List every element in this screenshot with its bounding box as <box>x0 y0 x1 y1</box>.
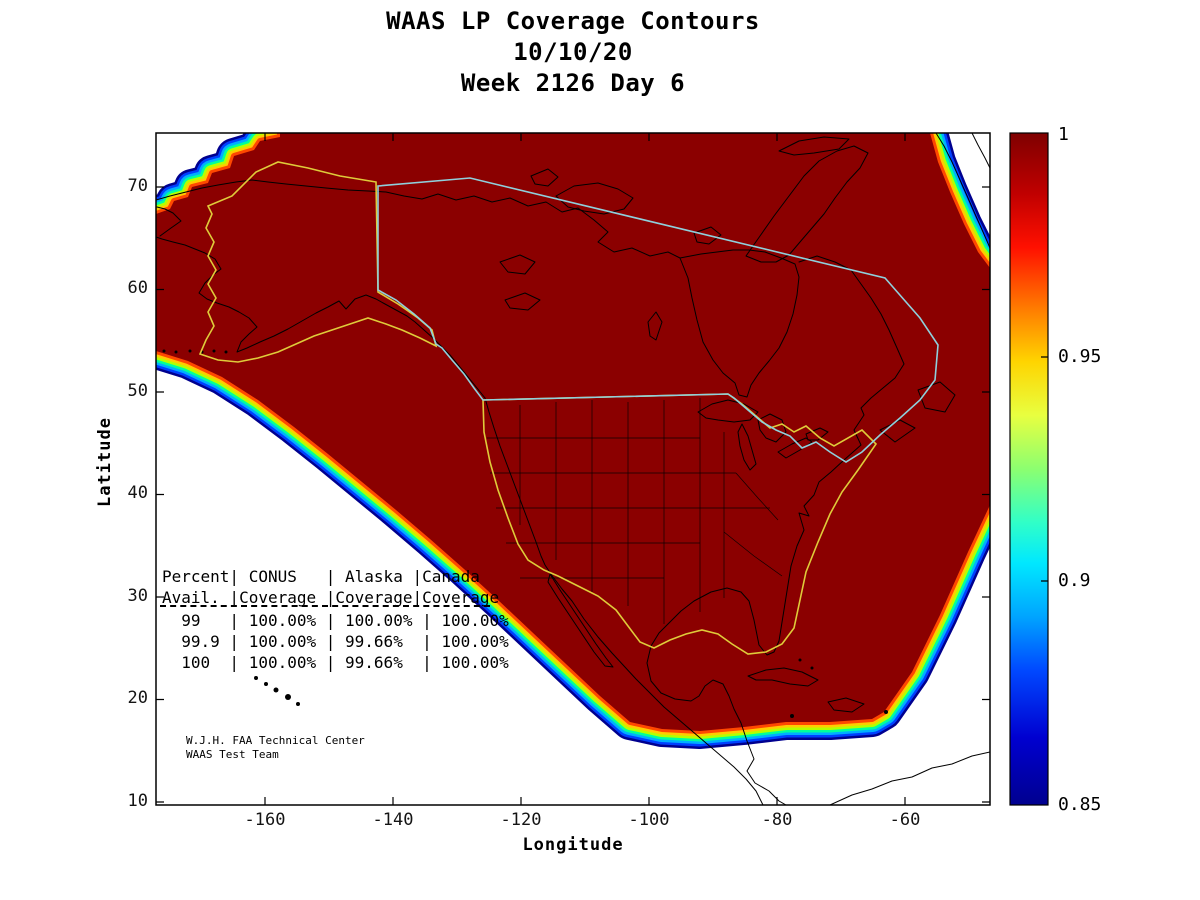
figure-title: WAAS LP Coverage Contours <box>386 7 760 35</box>
conus-boundary <box>482 393 878 655</box>
coastlines <box>156 133 990 805</box>
colorbar-tick-label: 0.95 <box>1058 346 1102 367</box>
y-tick-label: 10 <box>127 791 148 811</box>
credit-line-2: WAAS Test Team <box>186 748 279 761</box>
colorbar-tick-label: 1 <box>1058 124 1069 145</box>
colorbar-tick-label: 0.85 <box>1058 794 1102 815</box>
coverage-table-row: 99.9 | 100.00% | 99.66% | 100.00% <box>162 632 509 651</box>
plot-border <box>155 132 991 806</box>
x-axis-label: Longitude <box>522 835 624 855</box>
coverage-table-row: 100 | 100.00% | 99.66% | 100.00% <box>162 653 509 672</box>
figure-week-day: Week 2126 Day 6 <box>460 69 686 97</box>
colorbar-tick-marks <box>1041 356 1048 582</box>
x-tick-label: -80 <box>761 810 793 830</box>
x-tick-label: -60 <box>889 810 921 830</box>
state-boundaries <box>487 398 783 624</box>
x-tick-label: -120 <box>500 810 542 830</box>
colorbar-gradient <box>1009 132 1049 806</box>
coverage-table-row: 99 | 100.00% | 100.00% | 100.00% <box>162 611 509 630</box>
y-tick-label: 70 <box>127 176 148 196</box>
colorbar-tick-label: 0.9 <box>1058 570 1091 591</box>
y-tick-label: 60 <box>127 278 148 298</box>
title-block: WAAS LP Coverage Contours 10/10/20 Week … <box>156 6 990 99</box>
alaska-boundary <box>198 161 438 363</box>
y-tick-label: 50 <box>127 381 148 401</box>
y-tick-label: 40 <box>127 483 148 503</box>
x-tick-label: -100 <box>628 810 670 830</box>
figure-date: 10/10/20 <box>513 38 633 66</box>
coverage-table-separator <box>160 605 490 607</box>
credit-line-1: W.J.H. FAA Technical Center <box>186 734 365 747</box>
y-tick-label: 30 <box>127 586 148 606</box>
coverage-table-header-1: Percent| CONUS | Alaska |Canada <box>162 567 480 586</box>
x-tick-label: -160 <box>244 810 286 830</box>
y-tick-label: 20 <box>127 688 148 708</box>
axis-tick-marks <box>156 133 990 805</box>
island-dots <box>162 349 888 718</box>
coverage-table-header-2: Avail. |Coverage |Coverage|Coverage <box>162 588 500 607</box>
canada-boundary <box>377 177 939 463</box>
x-tick-label: -140 <box>372 810 414 830</box>
